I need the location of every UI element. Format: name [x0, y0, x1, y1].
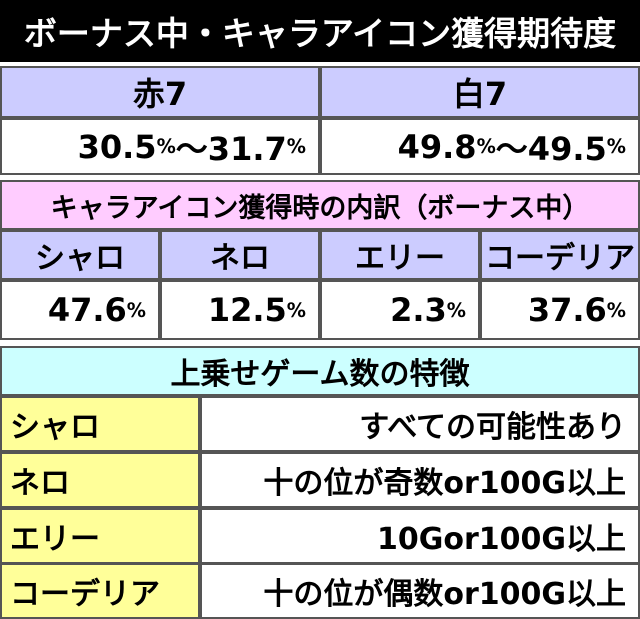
feature-label: シャロ [0, 396, 200, 452]
breakdown-header: ネロ [160, 230, 320, 280]
feature-label: ネロ [0, 451, 200, 508]
breakdown-header: シャロ [0, 230, 160, 280]
breakdown-header: エリー [320, 230, 480, 280]
breakdown-value: 12.5% [160, 280, 320, 340]
breakdown-value: 47.6% [0, 280, 160, 340]
features-title: 上乗せゲーム数の特徴 [0, 346, 640, 396]
breakdown-value: 37.6% [480, 280, 640, 340]
breakdown-title: キャラアイコン獲得時の内訳（ボーナス中） [0, 180, 640, 230]
feature-value: 十の位が偶数or100G以上 [200, 563, 640, 619]
feature-value: 十の位が奇数or100G以上 [200, 451, 640, 508]
breakdown-value: 2.3% [320, 280, 480, 340]
title: ボーナス中・キャラアイコン獲得期待度 [0, 0, 640, 62]
expect-header: 白7 [320, 66, 640, 118]
feature-label: エリー [0, 507, 200, 564]
feature-label: コーデリア [0, 563, 200, 619]
feature-value: すべての可能性あり [200, 396, 640, 452]
expect-value: 49.8% ～49.5% [320, 118, 640, 175]
expect-header: 赤7 [0, 66, 320, 118]
feature-value: 10Gor100G以上 [200, 507, 640, 564]
breakdown-header: コーデリア [480, 230, 640, 280]
expect-value: 30.5% ～31.7% [0, 118, 320, 175]
